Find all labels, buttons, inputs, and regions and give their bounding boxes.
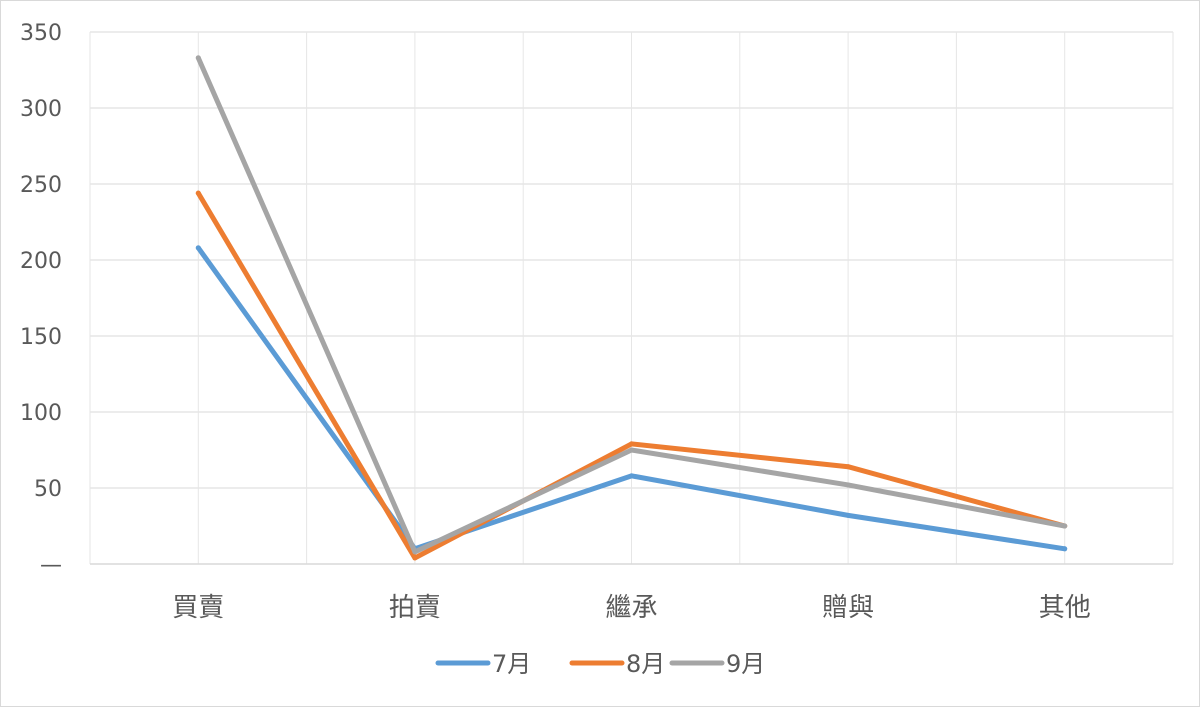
legend-label: 7月 — [492, 650, 531, 678]
data-point — [629, 473, 634, 479]
x-category-label: 繼承 — [605, 593, 657, 623]
x-category-label: 拍賣 — [389, 593, 441, 623]
data-point — [629, 441, 634, 447]
data-point — [412, 549, 418, 555]
data-point — [1062, 523, 1068, 529]
data-point — [195, 245, 201, 251]
y-tick-label: 100 — [20, 401, 62, 426]
legend: 7月 8月 9月 — [435, 650, 765, 678]
data-point — [845, 512, 851, 518]
series-lines — [195, 55, 1068, 561]
y-tick-label: 200 — [20, 249, 62, 274]
y-tick-label: 50 — [34, 477, 62, 502]
x-category-label: 贈與 — [822, 593, 874, 623]
data-point — [195, 190, 201, 196]
legend-label: 9月 — [726, 650, 765, 678]
data-point — [195, 55, 201, 61]
y-axis-ticks: — 50 100 150 200 250 300 350 — [20, 21, 62, 578]
data-point — [1062, 546, 1068, 552]
data-point — [629, 447, 634, 453]
y-tick-label: 150 — [20, 325, 62, 350]
x-category-label: 其他 — [1039, 593, 1091, 623]
gridlines — [89, 31, 1174, 565]
data-point — [412, 555, 418, 561]
x-category-label: 買賣 — [172, 593, 224, 623]
y-tick-label: 250 — [20, 173, 62, 198]
y-tick-label: — — [40, 553, 62, 578]
legend-label: 8月 — [626, 650, 665, 678]
data-point — [845, 464, 851, 470]
y-tick-label: 350 — [20, 21, 62, 46]
data-point — [845, 482, 851, 488]
y-tick-label: 300 — [20, 97, 62, 122]
x-axis-categories: 買賣 拍賣 繼承 贈與 其他 — [172, 593, 1090, 623]
